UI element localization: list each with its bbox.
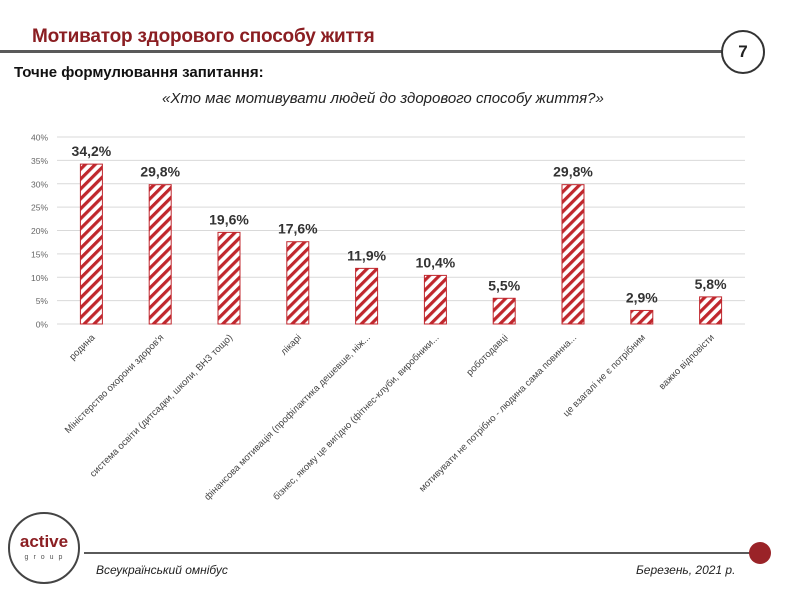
data-label: 5,5% <box>488 277 520 293</box>
data-label: 34,2% <box>72 143 112 159</box>
bar <box>492 297 516 325</box>
bar <box>561 184 585 325</box>
page-number-badge: 7 <box>721 30 765 74</box>
y-tick-label: 5% <box>36 296 49 306</box>
y-tick-label: 30% <box>31 179 48 189</box>
question-text: «Хто має мотивувати людей до здорового с… <box>162 90 604 107</box>
category-label: родина <box>67 332 98 363</box>
y-tick-label: 0% <box>36 320 49 330</box>
data-label: 11,9% <box>347 247 386 263</box>
footer-dot-icon <box>749 542 771 564</box>
category-label: бізнес, якому це вигідно (фітнес-клуби, … <box>271 332 441 502</box>
category-label: система освіти (дитсадки, школи, ВНЗ тощ… <box>88 332 235 479</box>
logo-subtext: group <box>24 554 68 561</box>
data-label: 29,8% <box>140 164 180 180</box>
logo-text: active <box>19 532 69 551</box>
category-label: це взагалі не є потрібним <box>561 332 648 419</box>
page-number: 7 <box>738 42 748 61</box>
category-label: лікарі <box>279 332 304 357</box>
bar <box>148 184 172 325</box>
page-title: Мотиватор здорового способу життя <box>32 26 375 47</box>
data-label: 10,4% <box>416 254 456 270</box>
category-label: роботодавці <box>464 332 510 378</box>
y-tick-label: 20% <box>31 226 48 236</box>
footer-source: Всеукраїнський омнібус <box>96 563 228 577</box>
data-label: 29,8% <box>553 164 593 180</box>
footer-divider <box>84 552 760 554</box>
category-label: мотивувати не потрібно - людина сама пов… <box>417 332 579 494</box>
header-divider <box>0 50 722 53</box>
bar <box>79 163 103 325</box>
bar <box>217 231 241 325</box>
category-label: важко відповісти <box>657 332 717 392</box>
bar <box>423 274 447 325</box>
y-tick-label: 10% <box>31 273 48 283</box>
question-heading: Точне формулювання запитання: <box>14 64 264 81</box>
bar <box>699 296 723 325</box>
y-tick-label: 15% <box>31 249 48 259</box>
data-label: 5,8% <box>695 276 727 292</box>
bars <box>79 163 723 325</box>
y-tick-label: 40% <box>31 133 48 143</box>
y-axis-ticks: 0% 5% 10% 15% 20% 25% 30% 35% 40% <box>31 133 48 330</box>
data-label: 19,6% <box>209 211 249 227</box>
y-tick-label: 35% <box>31 156 48 166</box>
data-label: 2,9% <box>626 289 658 305</box>
y-tick-label: 25% <box>31 203 48 213</box>
bar <box>286 241 310 325</box>
footer-date: Березень, 2021 р. <box>636 563 736 577</box>
logo: active group <box>8 512 80 584</box>
data-labels: 34,2% 29,8% 19,6% 17,6% 11,9% 10,4% 5,5% 29,8% 2… <box>72 143 728 305</box>
bar <box>355 267 379 325</box>
bar <box>630 309 654 325</box>
data-label: 17,6% <box>278 221 318 237</box>
